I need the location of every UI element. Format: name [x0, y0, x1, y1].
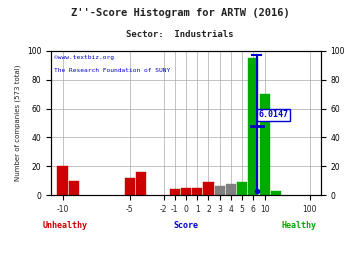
Bar — [170, 189, 180, 195]
Bar — [69, 181, 79, 195]
Bar — [237, 182, 247, 195]
Bar — [192, 188, 202, 195]
Text: 6.0147: 6.0147 — [258, 110, 288, 119]
Bar — [125, 178, 135, 195]
Text: Score: Score — [174, 221, 198, 230]
Bar — [248, 58, 258, 195]
Bar — [203, 182, 213, 195]
Text: ©www.textbiz.org: ©www.textbiz.org — [54, 55, 114, 60]
Text: Healthy: Healthy — [282, 221, 317, 230]
Text: Sector:  Industrials: Sector: Industrials — [126, 30, 234, 39]
Y-axis label: Number of companies (573 total): Number of companies (573 total) — [15, 65, 22, 181]
Text: The Research Foundation of SUNY: The Research Foundation of SUNY — [54, 68, 170, 73]
Bar — [58, 166, 68, 195]
Bar — [215, 186, 225, 195]
Bar — [226, 184, 236, 195]
Bar — [271, 191, 281, 195]
Bar — [136, 172, 146, 195]
Text: Z''-Score Histogram for ARTW (2016): Z''-Score Histogram for ARTW (2016) — [71, 8, 289, 18]
Bar — [260, 94, 270, 195]
Bar — [181, 188, 191, 195]
Text: Unhealthy: Unhealthy — [42, 221, 87, 230]
